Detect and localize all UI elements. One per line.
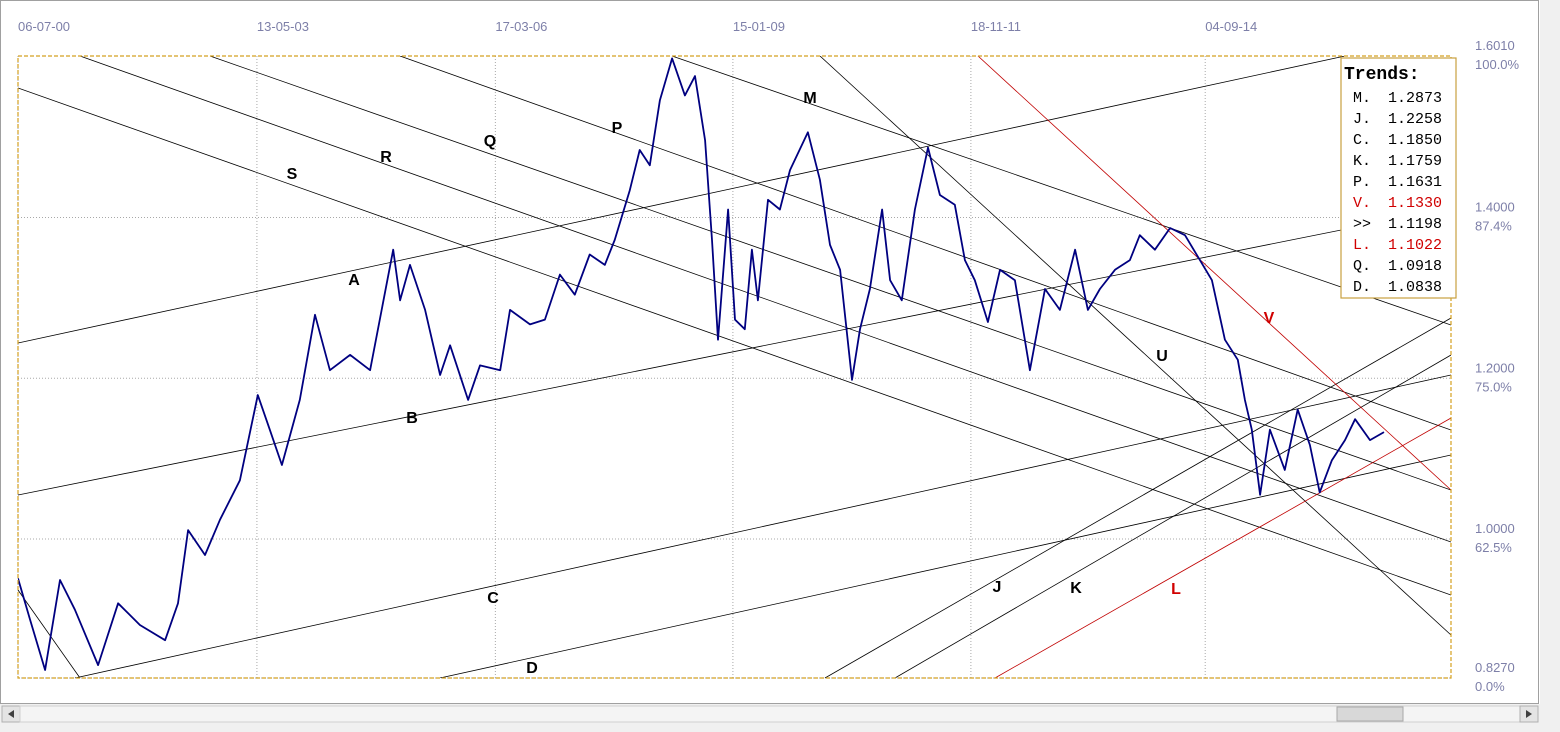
trend-value: 1.2258 — [1388, 111, 1442, 128]
annotation: M — [803, 90, 816, 107]
trend-line — [819, 56, 1451, 636]
y-tick-sublabel: 0.0% — [1475, 679, 1505, 694]
trend-value: 1.1850 — [1388, 132, 1442, 149]
trend-value: 1.2873 — [1388, 90, 1442, 107]
trend-line — [18, 87, 1451, 596]
legend-box — [1340, 57, 1457, 299]
y-tick-sublabel: 62.5% — [1475, 540, 1512, 555]
annotation: J — [993, 579, 1002, 596]
trend-lines — [18, 56, 1451, 678]
trend-value: 1.1330 — [1388, 195, 1442, 212]
x-tick-label: 17-03-06 — [495, 19, 547, 34]
y-tick-sublabel: 87.4% — [1475, 219, 1512, 234]
trend-line — [18, 207, 1451, 496]
trend-value: 1.0918 — [1388, 258, 1442, 275]
scroll-track[interactable] — [19, 705, 1521, 723]
annotation: A — [348, 272, 360, 289]
trend-label: M. — [1353, 90, 1371, 107]
trends-legend: Trends: M. 1.2873 J. 1.2258 C. 1.1850 K. 1.1759… — [1340, 57, 1457, 299]
trend-label: P. — [1353, 174, 1371, 191]
y-tick-sublabel: 75.0% — [1475, 379, 1512, 394]
trend-value: 1.1022 — [1388, 237, 1442, 254]
annotation: C — [487, 590, 499, 607]
annotation: L — [1171, 581, 1181, 598]
trend-label: D. — [1353, 279, 1371, 296]
trend-line — [671, 56, 1451, 326]
trend-line — [977, 56, 1451, 491]
window-frame — [0, 0, 1539, 704]
trend-label: Q. — [1353, 258, 1371, 275]
scroll-thumb[interactable] — [1336, 706, 1404, 722]
annotation: R — [380, 149, 392, 166]
trend-line — [18, 589, 81, 678]
trend-line — [894, 354, 1451, 678]
trend-value: 1.1631 — [1388, 174, 1442, 191]
annotation: K — [1070, 580, 1082, 597]
annotation: B — [406, 410, 418, 427]
trend-label: >> — [1353, 216, 1371, 233]
trend-line — [824, 317, 1451, 678]
y-tick-label: 1.0000 — [1475, 521, 1515, 536]
x-tick-label: 06-07-00 — [18, 19, 70, 34]
trend-label: L. — [1353, 237, 1371, 254]
annotation: D — [526, 660, 538, 677]
trend-label: K. — [1353, 153, 1371, 170]
price-line — [18, 57, 1385, 671]
annotation: S — [287, 166, 298, 183]
annotation: U — [1156, 348, 1168, 365]
annotations: M S R Q P A B C D J K L U V — [287, 90, 1275, 677]
y-tick-sublabel: 100.0% — [1475, 57, 1520, 72]
y-tick-label: 1.2000 — [1475, 360, 1515, 375]
legend-title: Trends: — [1344, 65, 1420, 85]
trend-value: 1.1198 — [1388, 216, 1442, 233]
x-tick-label: 13-05-03 — [257, 19, 309, 34]
arrow-icon — [1526, 710, 1532, 718]
trend-line — [399, 56, 1451, 431]
annotation: V — [1264, 310, 1275, 327]
trend-line — [209, 56, 1451, 491]
side-strip — [1540, 0, 1560, 732]
series-layer — [18, 57, 1385, 671]
y-tick-label: 1.4000 — [1475, 200, 1515, 215]
annotation: Q — [484, 133, 496, 150]
trend-label: C. — [1353, 132, 1371, 149]
annotation: P — [612, 120, 623, 137]
trend-line — [18, 56, 1346, 344]
trend-label: J. — [1353, 111, 1371, 128]
trend-line — [439, 454, 1451, 678]
x-tick-label: 18-11-11 — [971, 19, 1021, 34]
plot-border — [17, 55, 1452, 679]
trend-value: 1.0838 — [1388, 279, 1442, 296]
y-tick-label: 0.8270 — [1475, 660, 1515, 675]
trend-label: V. — [1353, 195, 1371, 212]
trend-line — [79, 56, 1451, 543]
trend-line — [74, 374, 1451, 678]
x-tick-label: 04-09-14 — [1205, 19, 1257, 34]
y-tick-label: 1.6010 — [1475, 38, 1515, 53]
arrow-icon — [8, 710, 14, 718]
trend-line — [994, 417, 1451, 678]
x-tick-label: 15-01-09 — [733, 19, 785, 34]
trend-value: 1.1759 — [1388, 153, 1442, 170]
